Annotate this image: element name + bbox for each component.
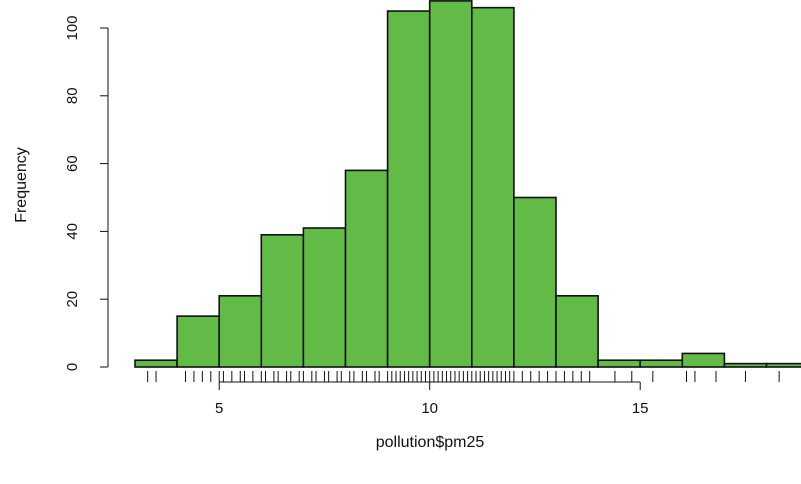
histogram-bar: [176, 315, 221, 368]
rug-marks: [147, 371, 780, 382]
x-tick-label: 5: [215, 400, 223, 417]
y-axis-title: Frequency: [13, 147, 30, 223]
histogram-bar: [218, 295, 263, 368]
y-axis: 0 20 40 60 80 100: [64, 15, 109, 371]
histogram-bar: [470, 6, 515, 368]
y-tick-label: 0: [64, 363, 81, 371]
histogram-bar: [765, 362, 801, 368]
y-tick-label: 20: [64, 291, 81, 308]
x-axis: 5 10 15: [215, 381, 649, 417]
y-tick-label: 40: [64, 223, 81, 240]
histogram-bar: [513, 196, 557, 368]
histogram-bar: [344, 169, 389, 368]
x-tick-label: 15: [632, 400, 649, 417]
histogram-bar: [639, 359, 684, 368]
histogram-bar: [260, 233, 305, 368]
histogram-bar: [597, 359, 641, 368]
y-tick-label: 60: [64, 155, 81, 172]
y-tick-label: 100: [64, 15, 81, 40]
histogram-bar: [302, 227, 347, 368]
histogram-bar: [555, 295, 599, 368]
histogram-bars: [134, 0, 801, 368]
histogram-bar: [134, 359, 178, 368]
x-tick-label: 10: [421, 400, 438, 417]
histogram-bar: [681, 352, 726, 368]
histogram-bar: [723, 362, 768, 368]
histogram-bar: [386, 10, 431, 368]
y-tick-label: 80: [64, 87, 81, 104]
histogram-bar: [428, 0, 473, 368]
x-axis-title: pollution$pm25: [376, 434, 485, 451]
